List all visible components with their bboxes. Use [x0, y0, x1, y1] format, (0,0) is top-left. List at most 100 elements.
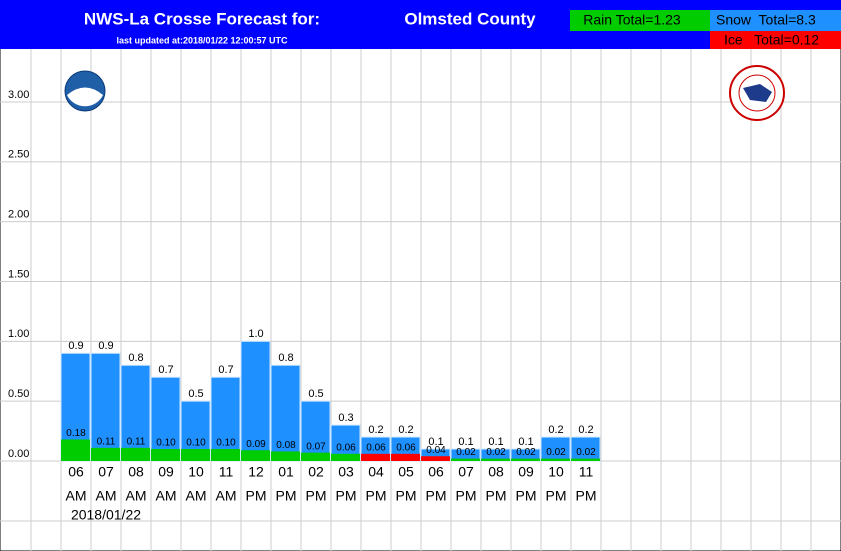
x-tick-period: AM	[186, 488, 207, 504]
y-tick-label: 3.00	[8, 89, 29, 101]
snow-label: 0.7	[158, 364, 173, 376]
x-tick-period: PM	[276, 488, 297, 504]
legend-box	[570, 10, 710, 31]
x-tick-period: AM	[96, 488, 117, 504]
precip-bar	[211, 449, 240, 461]
precip-bar	[241, 450, 270, 461]
precip-bar	[121, 447, 150, 461]
precip-label: 0.04	[426, 445, 446, 456]
legend-text: Rain Total=1.23	[583, 12, 681, 28]
snow-bar	[270, 364, 301, 462]
precip-label: 0.02	[516, 447, 536, 458]
x-tick-label: 10	[548, 464, 564, 480]
snow-label: 0.2	[578, 424, 593, 436]
precip-label: 0.11	[97, 436, 116, 447]
x-tick-label: 11	[219, 464, 234, 480]
snow-label: 0.1	[458, 436, 473, 448]
snow-bar	[210, 376, 241, 462]
legend-text: Ice Total=0.12	[724, 32, 819, 48]
precip-bar	[271, 451, 300, 461]
precip-bar	[181, 449, 210, 461]
y-tick-label: 1.50	[8, 268, 29, 280]
snow-bar	[240, 340, 271, 462]
x-tick-period: PM	[546, 488, 567, 504]
x-tick-period: PM	[396, 488, 417, 504]
date-label: 2018/01/22	[71, 507, 141, 523]
x-tick-period: AM	[66, 488, 87, 504]
nws-logo	[729, 65, 785, 121]
x-tick-label: 09	[158, 464, 174, 480]
x-tick-label: 09	[518, 464, 534, 480]
precip-bar	[151, 449, 180, 461]
x-tick-label: 10	[188, 464, 204, 480]
snow-label: 0.1	[428, 436, 443, 448]
noaa-logo	[64, 70, 106, 112]
snow-label: 0.1	[488, 436, 503, 448]
snow-label: 0.7	[218, 364, 233, 376]
precip-label: 0.06	[396, 442, 416, 453]
snow-label: 0.3	[338, 412, 353, 424]
precip-label: 0.09	[246, 439, 266, 450]
precip-label: 0.18	[66, 428, 86, 439]
x-tick-label: 01	[278, 464, 294, 480]
y-tick-label: 1.00	[8, 328, 29, 340]
x-tick-label: 06	[68, 464, 84, 480]
title: NWS-La Crosse Forecast for:	[84, 9, 320, 28]
snow-label: 0.5	[188, 388, 203, 400]
precip-bar	[421, 456, 450, 461]
x-tick-label: 03	[338, 464, 354, 480]
snow-bar	[300, 400, 331, 462]
precip-label: 0.06	[336, 442, 356, 453]
precip-label: 0.02	[456, 447, 476, 458]
y-tick-label: 0.50	[8, 388, 29, 400]
precip-label: 0.02	[576, 447, 596, 458]
precip-bar	[91, 447, 120, 461]
precip-bar	[391, 453, 420, 461]
snow-label: 0.2	[398, 424, 413, 436]
precip-bar	[541, 458, 570, 461]
snow-label: 0.2	[368, 424, 383, 436]
precip-bar	[481, 458, 510, 461]
precip-bar	[511, 458, 540, 461]
grid	[0, 49, 841, 551]
x-tick-label: 04	[368, 464, 384, 480]
x-tick-label: 12	[248, 464, 264, 480]
precip-label: 0.02	[486, 447, 506, 458]
precip-label: 0.02	[546, 447, 566, 458]
precip-bar	[61, 439, 90, 461]
precip-label: 0.10	[186, 438, 206, 449]
precip-bar	[331, 453, 360, 461]
legend-box	[710, 10, 841, 31]
x-tick-period: PM	[336, 488, 357, 504]
precip-label: 0.10	[156, 438, 176, 449]
precip-label: 0.06	[366, 442, 386, 453]
precip-bar	[571, 458, 600, 461]
x-tick-label: 07	[98, 464, 114, 480]
snow-label: 0.8	[278, 352, 293, 364]
precip-label: 0.10	[216, 438, 236, 449]
snow-label: 0.9	[98, 340, 113, 352]
y-tick-label: 2.00	[8, 209, 29, 221]
x-tick-label: 05	[398, 464, 414, 480]
x-tick-label: 08	[488, 464, 504, 480]
x-tick-period: PM	[516, 488, 537, 504]
snow-bar	[150, 376, 181, 462]
x-tick-label: 02	[308, 464, 324, 480]
y-tick-label: 0.00	[8, 448, 29, 460]
snow-bar	[90, 352, 121, 462]
x-tick-label: 07	[458, 464, 474, 480]
snow-label: 0.1	[518, 436, 533, 448]
snow-label: 0.2	[548, 424, 563, 436]
x-tick-period: PM	[456, 488, 477, 504]
x-tick-period: PM	[486, 488, 507, 504]
precip-bar	[361, 453, 390, 461]
legend-text: Snow Total=8.3	[716, 12, 816, 28]
location: Olmsted County	[404, 9, 536, 28]
snow-label: 0.8	[128, 352, 143, 364]
x-tick-period: AM	[126, 488, 147, 504]
x-tick-period: AM	[156, 488, 177, 504]
snow-bar	[120, 364, 151, 462]
x-tick-label: 06	[428, 464, 444, 480]
x-tick-label: 08	[128, 464, 144, 480]
